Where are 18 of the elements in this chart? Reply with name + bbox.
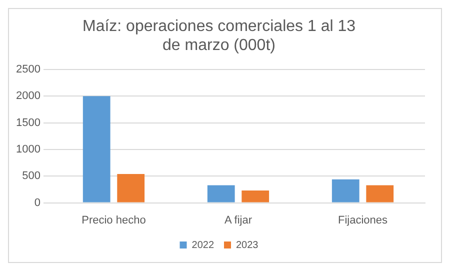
y-tick-label: 0	[34, 196, 40, 209]
bar	[366, 185, 394, 202]
x-tick-label: A fijar	[224, 214, 252, 226]
legend-label: 2022	[192, 240, 214, 251]
y-tick-label: 500	[22, 170, 40, 182]
chart-title: Maíz: operaciones comerciales 1 al 13 de marzo (000t)	[82, 18, 356, 54]
x-tick-label: Precio hecho	[82, 214, 146, 226]
bar	[117, 174, 145, 202]
legend-label: 2023	[236, 240, 259, 251]
y-tick-label: 2000	[16, 90, 40, 102]
y-tick-label: 2500	[16, 63, 40, 76]
bar	[242, 190, 270, 202]
y-tick-label: 1000	[16, 143, 40, 156]
bar	[207, 185, 235, 202]
y-tick-label: 1500	[16, 116, 40, 129]
bar	[332, 179, 360, 202]
x-tick-label: Fijaciones	[338, 214, 388, 226]
bar	[82, 96, 110, 202]
